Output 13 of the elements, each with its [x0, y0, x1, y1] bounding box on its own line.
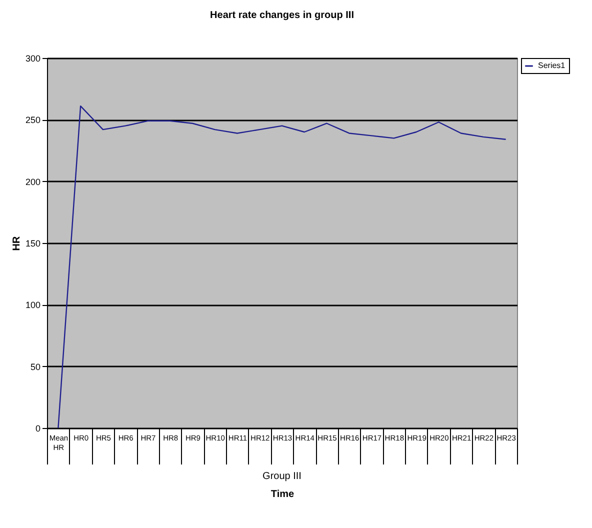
y-tick-label: 150 — [25, 238, 40, 248]
y-tick-label: 250 — [25, 115, 40, 126]
y-tick-label: 0 — [35, 424, 40, 434]
y-tick-label: 300 — [25, 54, 40, 64]
y-tick-label: 100 — [25, 300, 40, 310]
legend-label: Series1 — [538, 61, 566, 70]
line-series — [58, 106, 506, 429]
y-tick-label: 200 — [25, 176, 40, 187]
x-axis-title: Time — [270, 489, 295, 500]
chart-title: Heart rate changes in group III — [210, 10, 354, 21]
y-axis-title: HR — [11, 236, 22, 251]
y-tick-label: 50 — [30, 362, 40, 372]
text: Group III — [262, 471, 302, 482]
